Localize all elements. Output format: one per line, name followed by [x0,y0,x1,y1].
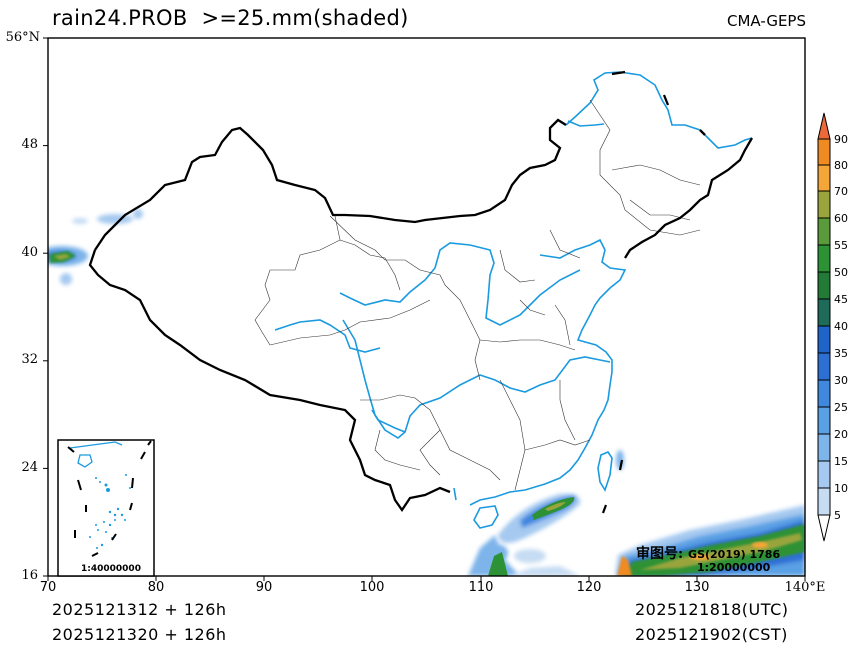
colorbar-label-5: 5 [834,509,841,522]
x-tick-100: 100 [359,580,385,595]
south-china-sea-inset [57,439,155,577]
y-tick-32: 32 [21,352,38,367]
model-name: CMA-GEPS [727,12,806,30]
colorbar-label-60: 60 [834,212,848,225]
x-tick-110: 110 [468,580,494,595]
probability-shading [48,209,805,576]
colorbar-label-30: 30 [834,374,848,387]
x-tick-130: 130 [684,580,710,595]
national-boundary [88,70,753,513]
colorbar-label-15: 15 [834,455,848,468]
colorbar-label-45: 45 [834,293,848,306]
y-axis-ticks [43,37,48,577]
colorbar-label-90: 90 [834,133,848,146]
chart-title: rain24.PROB >=25.mm(shaded) [52,6,409,30]
colorbar [817,112,831,542]
nine-dash-line [601,459,624,514]
colorbar-label-40: 40 [834,320,848,333]
main-map-scale: 1:20000000 [697,561,771,574]
x-tick-70: 70 [39,580,57,595]
colorbar-label-70: 70 [834,185,848,198]
province-boundaries [254,99,701,491]
inset-map-scale: 1:40000000 [81,564,141,574]
y-tick-48: 48 [21,137,38,152]
approval-number: 审图号: GS(2019) 1786 [636,543,780,563]
approval-code: GS(2019) 1786 [688,548,781,561]
colorbar-label-25: 25 [834,401,848,414]
x-tick-140: 140°E [784,580,826,595]
colorbar-label-50: 50 [834,266,848,279]
x-axis-ticks [47,576,806,581]
approval-label: 审图号: [636,546,684,562]
y-tick-56: 56°N [5,30,40,45]
x-tick-120: 120 [576,580,602,595]
y-tick-24: 24 [21,460,38,475]
plot-frame [47,37,806,577]
x-tick-80: 80 [147,580,165,595]
init-time-cst: 2025121320 + 126h [52,625,227,644]
y-tick-40: 40 [21,245,38,260]
valid-time-cst: 2025121902(CST) [635,625,788,644]
colorbar-label-55: 55 [834,239,848,252]
x-tick-90: 90 [255,580,273,595]
colorbar-label-10: 10 [834,482,848,495]
coastline-rivers [274,71,753,529]
colorbar-label-80: 80 [834,159,848,172]
init-time-utc: 2025121312 + 126h [52,600,227,619]
colorbar-label-20: 20 [834,428,848,441]
valid-time-utc: 2025121818(UTC) [635,600,789,619]
y-tick-16: 16 [21,568,38,583]
colorbar-label-35: 35 [834,347,848,360]
